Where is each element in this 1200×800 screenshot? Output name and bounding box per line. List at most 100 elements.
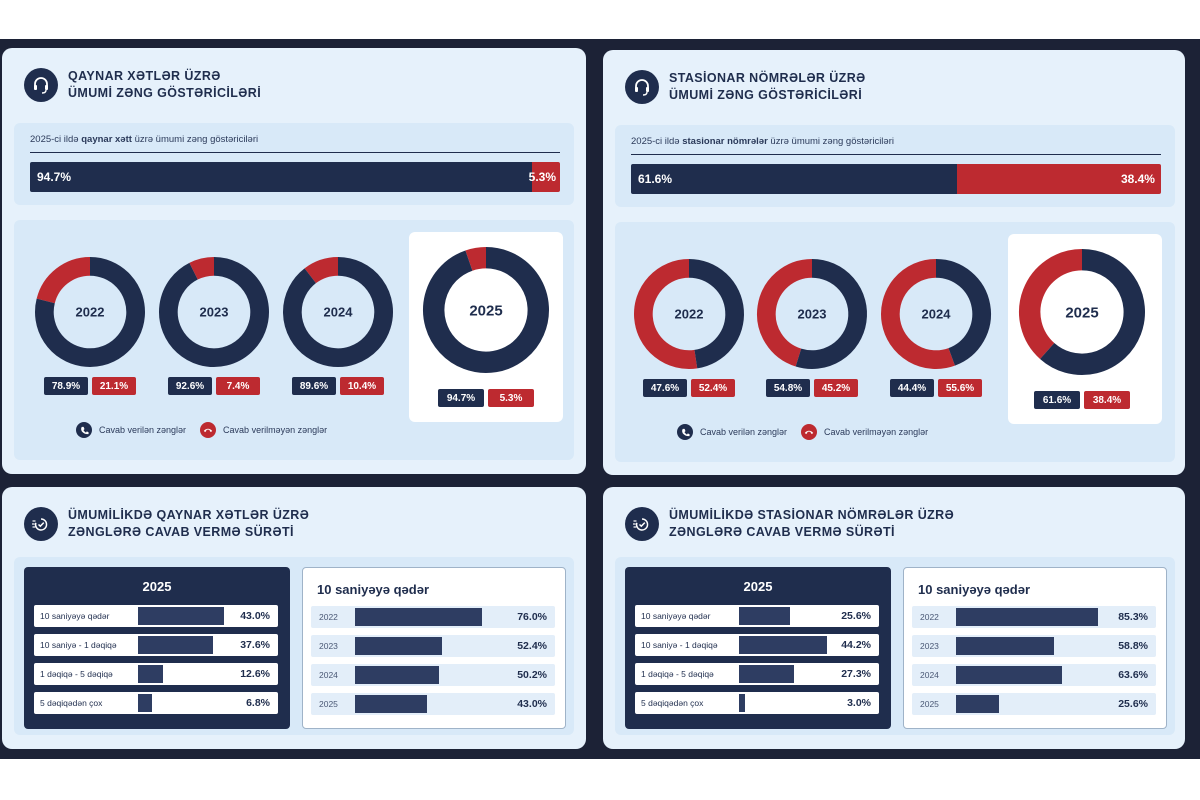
bar — [739, 636, 828, 654]
donut-year-label-2023: 2023 — [798, 307, 827, 322]
bar-category-label: 2023 — [319, 641, 338, 651]
panel-header: ÜMUMİLİKDƏ STASİONAR NÖMRƏLƏR ÜZRƏ ZƏNGL… — [625, 507, 954, 541]
badge-answered-2025: 61.6% — [1034, 391, 1080, 409]
bar-category-label: 5 dəqiqədən çox — [40, 698, 103, 708]
donut-charts: 2022 2023 2024 2025 78.9% 21.1% 92.6% 7.4% 89.6… — [14, 220, 574, 460]
split-caption: 2025-ci ildə qaynar xətt üzrə ümumi zəng… — [30, 134, 258, 145]
bar — [956, 695, 999, 713]
bar-value-label: 3.0% — [847, 697, 871, 709]
speed-charts: 2025 10 saniyəyə qədər 25.6% 10 saniyə - 1… — [615, 557, 1175, 735]
donut-slice-unanswered-2022 — [634, 259, 698, 369]
donut-year-label-2023: 2023 — [200, 305, 229, 320]
caption-bold: stasionar nömrələr — [682, 136, 768, 147]
bar — [138, 636, 214, 654]
bar — [355, 608, 482, 626]
badge-unanswered-2022: 21.1% — [92, 377, 136, 395]
donut-slice-answered-2024 — [283, 257, 393, 367]
bar — [956, 637, 1054, 655]
hangup-icon — [801, 424, 818, 440]
bar-category-label: 2024 — [319, 670, 338, 680]
panel-title-line-1: STASİONAR NÖMRƏLƏR ÜZRƏ — [669, 71, 866, 85]
divider — [30, 152, 560, 153]
split-summary: 2025-ci ildə qaynar xətt üzrə ümumi zəng… — [14, 123, 574, 205]
hangup-icon — [200, 422, 217, 438]
bar-row: 1 dəqiqə - 5 dəqiqə 12.6% — [34, 663, 278, 685]
bar — [739, 665, 794, 683]
hotline-speed-panel: ÜMUMİLİKDƏ QAYNAR XƏTLƏR ÜZRƏ ZƏNGLƏRƏ C… — [2, 487, 586, 749]
bar — [138, 665, 164, 683]
split-bar-answered: 94.7% — [30, 162, 532, 192]
bar-row: 2022 76.0% — [311, 606, 555, 628]
badge-answered-2022: 78.9% — [44, 377, 88, 395]
donut-year-label-2024: 2024 — [922, 307, 952, 322]
bar — [138, 607, 224, 625]
donut-chart-svg: 2022 2023 2024 2025 — [634, 249, 1145, 375]
phone-icon — [76, 422, 92, 438]
donut-year-label-2024: 2024 — [324, 305, 354, 320]
bar — [355, 637, 443, 655]
legend: Cavab verilən zənglər Cavab verilməyən z… — [677, 424, 928, 440]
hotline-calls-panel: QAYNAR XƏTLƏR ÜZRƏ ÜMUMİ ZƏNG GÖSTƏRİCİL… — [2, 48, 586, 474]
speed-2025-card: 2025 10 saniyəyə qədər 25.6% 10 saniyə - 1… — [625, 567, 891, 729]
donut-slice-unanswered-2023 — [757, 259, 813, 367]
bar-value-label: 25.6% — [841, 610, 871, 622]
split-bar: 61.6% 38.4% — [631, 164, 1161, 194]
split-bar-unanswered: 38.4% — [957, 164, 1161, 194]
bar-category-label: 5 dəqiqədən çox — [641, 698, 704, 708]
donut-slice-unanswered-2023 — [189, 257, 215, 280]
badge-answered-2024: 44.4% — [890, 379, 934, 397]
legend: Cavab verilən zənglər Cavab verilməyən z… — [76, 422, 327, 438]
split-bar-unanswered — [531, 162, 560, 192]
split-answered-label: 61.6% — [638, 172, 673, 186]
badge-unanswered-2025: 5.3% — [488, 389, 534, 407]
bar-value-label: 50.2% — [517, 669, 547, 681]
speed-10s-card: 10 saniyəyə qədər 2022 85.3% 2023 58.8% 2024… — [903, 567, 1167, 729]
split-unanswered-label: 5.3% — [528, 170, 556, 184]
bar-row: 10 saniyəyə qədər 43.0% — [34, 605, 278, 627]
card-title: 2025 — [743, 579, 773, 594]
donut-slice-unanswered-2022 — [36, 257, 91, 304]
speed-2025-card: 2025 10 saniyəyə qədər 43.0% 10 saniyə - 1… — [24, 567, 290, 729]
badge-unanswered-2023: 45.2% — [814, 379, 858, 397]
bar-row: 2025 25.6% — [912, 693, 1156, 715]
bar-value-label: 12.6% — [240, 668, 270, 680]
split-bar-answered: 61.6% — [631, 164, 958, 194]
card-title: 10 saniyəyə qədər — [918, 582, 1031, 597]
panel-header: ÜMUMİLİKDƏ QAYNAR XƏTLƏR ÜZRƏ ZƏNGLƏRƏ C… — [24, 507, 309, 541]
badge-unanswered-2025: 38.4% — [1084, 391, 1130, 409]
speed-10s-card: 10 saniyəyə qədər 2022 76.0% 2023 52.4% 2024… — [302, 567, 566, 729]
legend-unanswered-label: Cavab verilməyən zənglər — [824, 427, 929, 437]
bar-category-label: 10 saniyə - 1 dəqiqə — [641, 640, 718, 650]
panel-header: STASİONAR NÖMRƏLƏR ÜZRƏ ÜMUMİ ZƏNG GÖSTƏ… — [625, 70, 866, 104]
bar — [355, 666, 439, 684]
bar-value-label: 43.0% — [240, 610, 270, 622]
donut-year-label-2022: 2022 — [76, 305, 105, 320]
card-title: 10 saniyəyə qədər — [317, 582, 430, 597]
donut-chart-svg: 2022 2023 2024 2025 — [35, 247, 549, 373]
donut-year-label-2022: 2022 — [675, 307, 704, 322]
split-unanswered-label: 38.4% — [1120, 172, 1155, 186]
bar-category-label: 10 saniyəyə qədər — [641, 611, 711, 621]
donut-slice-answered-2025 — [423, 247, 549, 373]
bar-row: 10 saniyə - 1 dəqiqə 44.2% — [635, 634, 879, 656]
caption-post: üzrə ümumi zəng göstəriciləri — [134, 134, 259, 145]
panel-title-line-1: ÜMUMİLİKDƏ STASİONAR NÖMRƏLƏR ÜZRƏ — [669, 508, 955, 522]
bar-category-label: 2025 — [319, 699, 338, 709]
badge-unanswered-2024: 10.4% — [340, 377, 384, 395]
bar — [355, 695, 427, 713]
donut-year-label-2025: 2025 — [1065, 304, 1098, 321]
split-caption: 2025-ci ildə stasionar nömrələr üzrə ümu… — [631, 136, 894, 147]
panel-header: QAYNAR XƏTLƏR ÜZRƏ ÜMUMİ ZƏNG GÖSTƏRİCİL… — [24, 68, 261, 102]
bar — [138, 694, 152, 712]
landline-calls-panel: STASİONAR NÖMRƏLƏR ÜZRƏ ÜMUMİ ZƏNG GÖSTƏ… — [603, 50, 1185, 475]
bar-row: 2024 63.6% — [912, 664, 1156, 686]
bar-row: 10 saniyəyə qədər 25.6% — [635, 605, 879, 627]
bar-value-label: 44.2% — [841, 639, 871, 651]
bar-row: 2023 58.8% — [912, 635, 1156, 657]
bar-category-label: 10 saniyəyə qədər — [40, 611, 110, 621]
bar — [956, 608, 1099, 626]
bar — [739, 607, 791, 625]
bar-value-label: 43.0% — [517, 698, 547, 710]
landline-speed-panel: ÜMUMİLİKDƏ STASİONAR NÖMRƏLƏR ÜZRƏ ZƏNGL… — [603, 487, 1185, 749]
bar-row: 2022 85.3% — [912, 606, 1156, 628]
